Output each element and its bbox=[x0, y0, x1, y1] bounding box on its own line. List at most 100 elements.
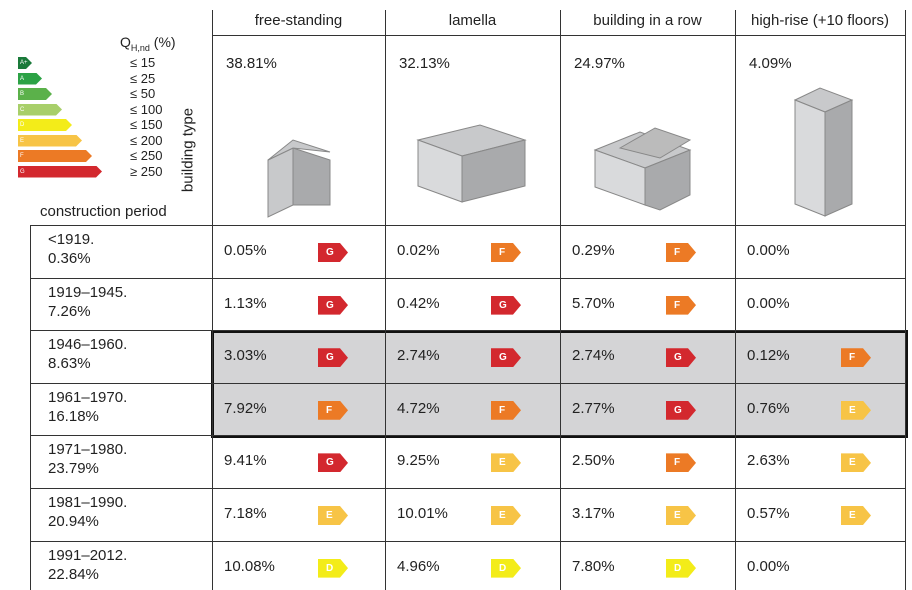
grid-line bbox=[30, 225, 905, 226]
cell-value: 4.96% bbox=[397, 557, 440, 575]
row-period: <1919. bbox=[48, 231, 95, 248]
row-period: 1919–1945. bbox=[48, 283, 128, 301]
energy-badge: G bbox=[318, 453, 348, 473]
cell-value: 10.08% bbox=[224, 557, 275, 575]
legend-threshold: ≤ 15 bbox=[130, 55, 156, 70]
energy-badge: G bbox=[666, 348, 696, 368]
energy-badge: E bbox=[491, 506, 521, 525]
energy-badge: E bbox=[491, 453, 521, 473]
energy-badge: G bbox=[666, 400, 696, 420]
cell-value: 10.01% bbox=[397, 505, 448, 522]
column-title: building in a row bbox=[593, 12, 702, 29]
energy-badge: G bbox=[318, 295, 348, 315]
legend-threshold: ≤ 50 bbox=[130, 86, 156, 101]
energy-badge: D bbox=[666, 558, 696, 578]
legend-swatch: F bbox=[18, 150, 92, 162]
legend-swatch: C bbox=[18, 104, 62, 116]
grid-line bbox=[560, 10, 561, 590]
grid-line bbox=[212, 10, 213, 590]
subscript: H,nd bbox=[130, 42, 150, 53]
energy-badge: G bbox=[491, 295, 521, 315]
energy-badge: F bbox=[666, 243, 696, 262]
row-share: 0.36% bbox=[48, 250, 91, 267]
legend-threshold: ≤ 250 bbox=[130, 148, 163, 163]
grid-line bbox=[30, 225, 31, 590]
column-share: 32.13% bbox=[399, 55, 450, 72]
grid-line bbox=[30, 382, 905, 384]
legend-swatch: E bbox=[18, 135, 82, 147]
grid-line bbox=[385, 10, 386, 590]
row-period: 1981–1990. bbox=[48, 494, 128, 511]
cell-value: 9.25% bbox=[397, 452, 440, 470]
grid-line bbox=[30, 540, 905, 542]
energy-badge: F bbox=[491, 400, 521, 420]
cell-value: 0.02% bbox=[397, 242, 440, 259]
row-share: 23.79% bbox=[48, 460, 99, 478]
column-title: high-rise (+10 floors) bbox=[751, 12, 889, 29]
energy-badge: E bbox=[666, 506, 696, 525]
row-period: 1961–1970. bbox=[48, 388, 128, 406]
energy-badge: F bbox=[318, 400, 348, 420]
energy-badge: G bbox=[491, 348, 521, 368]
energy-badge: G bbox=[318, 348, 348, 368]
row-share: 8.63% bbox=[48, 355, 91, 373]
cell-value: 2.74% bbox=[397, 347, 440, 365]
legend-title: QH,nd (%) bbox=[120, 34, 176, 53]
grid-line bbox=[30, 277, 905, 279]
grid-line bbox=[905, 10, 906, 590]
cell-value: 0.29% bbox=[572, 242, 615, 259]
quantity: Q bbox=[120, 34, 131, 50]
energy-badge: E bbox=[841, 400, 871, 420]
cell-value: 5.70% bbox=[572, 294, 615, 312]
cell-value: 9.41% bbox=[224, 452, 267, 470]
cell-value: 0.00% bbox=[747, 242, 790, 259]
cell-value: 7.92% bbox=[224, 399, 267, 417]
grid-line bbox=[735, 10, 736, 590]
column-share: 4.09% bbox=[749, 55, 792, 72]
cell-value: 7.18% bbox=[224, 505, 267, 522]
grid-line bbox=[212, 35, 905, 36]
row-share: 16.18% bbox=[48, 407, 99, 425]
column-title: free-standing bbox=[254, 12, 343, 29]
energy-badge: G bbox=[318, 243, 348, 262]
energy-badge: F bbox=[666, 453, 696, 473]
cell-value: 0.05% bbox=[224, 242, 267, 259]
energy-badge: D bbox=[491, 558, 521, 578]
grid-line bbox=[30, 330, 905, 332]
row-period: 1946–1960. bbox=[48, 336, 128, 354]
row-share: 7.26% bbox=[48, 302, 91, 320]
energy-badge: F bbox=[666, 295, 696, 315]
legend-threshold: ≥ 250 bbox=[130, 163, 163, 179]
cell-value: 2.77% bbox=[572, 399, 615, 417]
energy-badge: F bbox=[841, 348, 871, 368]
row-period: 1971–1980. bbox=[48, 441, 128, 459]
legend-swatch: G bbox=[18, 166, 102, 178]
energy-badge: E bbox=[841, 506, 871, 525]
unit: (%) bbox=[153, 34, 176, 50]
legend-threshold: ≤ 25 bbox=[130, 70, 156, 86]
cell-value: 7.80% bbox=[572, 557, 615, 575]
cell-value: 2.63% bbox=[747, 452, 790, 470]
legend-threshold: ≤ 150 bbox=[130, 117, 163, 132]
legend-threshold: ≤ 100 bbox=[130, 101, 163, 117]
cell-value: 1.13% bbox=[224, 294, 267, 312]
column-title: lamella bbox=[448, 12, 497, 29]
energy-badge: F bbox=[491, 243, 521, 262]
legend-swatch: A bbox=[18, 73, 42, 85]
cell-value: 2.74% bbox=[572, 347, 615, 365]
cell-value: 4.72% bbox=[397, 399, 440, 417]
grid-line bbox=[30, 435, 905, 437]
cell-value: 2.50% bbox=[572, 452, 615, 470]
cell-value: 0.76% bbox=[747, 399, 790, 417]
legend-swatch: A+ bbox=[18, 57, 32, 69]
row-share: 22.84% bbox=[48, 565, 99, 583]
energy-badge: D bbox=[318, 558, 348, 578]
column-share: 38.81% bbox=[226, 55, 277, 72]
cell-value: 3.03% bbox=[224, 347, 267, 365]
cell-value: 3.17% bbox=[572, 505, 615, 522]
cell-value: 0.12% bbox=[747, 347, 790, 365]
cell-value: 0.00% bbox=[747, 557, 790, 575]
grid-line bbox=[30, 488, 905, 489]
